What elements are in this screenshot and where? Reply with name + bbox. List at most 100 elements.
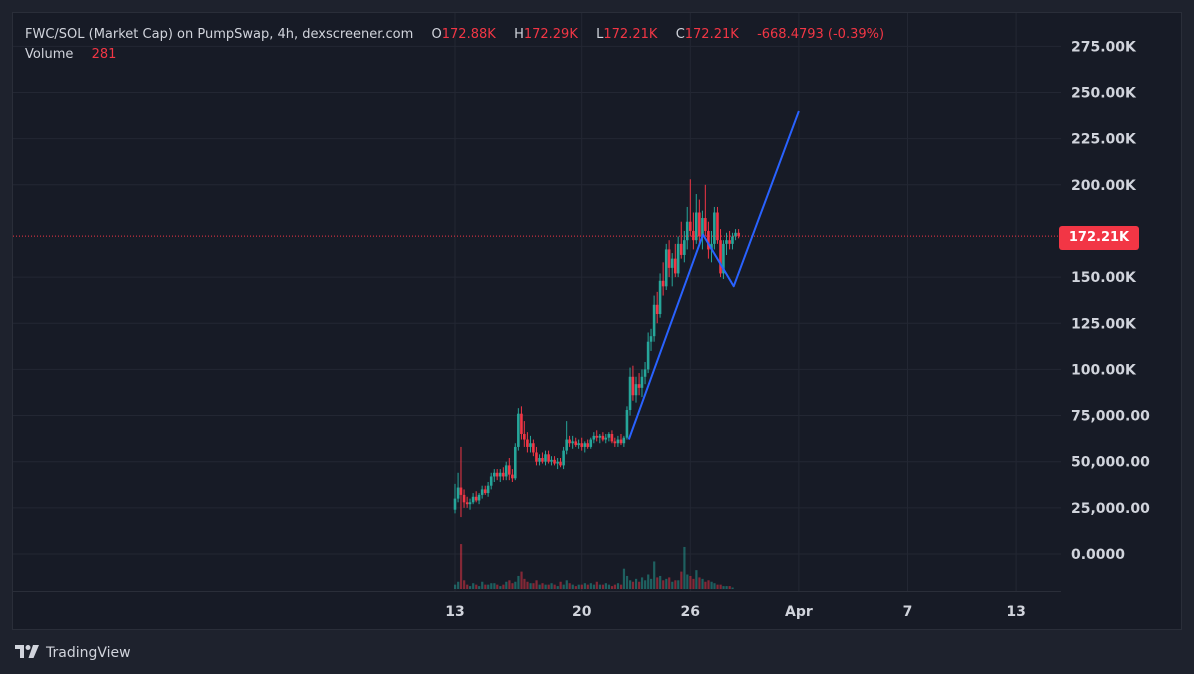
volume-bar	[692, 578, 695, 589]
candle-body	[498, 472, 502, 477]
candle-body	[685, 221, 689, 241]
time-axis-label: 26	[681, 604, 700, 620]
volume-bar	[644, 580, 647, 589]
candle-body	[652, 304, 656, 337]
volume-bar	[538, 584, 541, 589]
volume-bar	[487, 584, 490, 589]
candle-body	[683, 240, 686, 255]
candle-body	[559, 461, 562, 466]
volume-bar	[511, 583, 514, 589]
candle-body	[489, 476, 493, 486]
volume-bar	[475, 584, 478, 589]
volume-bar	[731, 587, 734, 589]
candle-body	[731, 236, 734, 244]
price-axis-label: 0.0000	[1071, 547, 1125, 563]
volume-bar	[478, 586, 481, 589]
volume-bar	[586, 584, 589, 589]
volume-bar	[725, 586, 728, 589]
volume-bar	[647, 574, 650, 589]
volume-bar	[640, 577, 644, 589]
candle-body	[468, 502, 472, 505]
candle-body	[679, 243, 683, 255]
volume-bar	[607, 584, 611, 589]
volume-bar	[469, 586, 472, 589]
chart-canvas[interactable]: 275.00K 250.00K 225.00K 200.00K 150.00K 125.0…	[13, 13, 1181, 629]
volume-bar	[695, 570, 698, 589]
price-axis-label: 275.00K	[1071, 39, 1137, 55]
candle-body	[616, 439, 620, 444]
candle-body	[529, 443, 532, 447]
candle-body	[483, 489, 487, 494]
candle-body	[571, 441, 574, 444]
candle-body	[465, 502, 469, 505]
volume-bar	[662, 580, 665, 589]
candle-body	[634, 384, 638, 396]
price-axis-label: 125.00K	[1071, 316, 1137, 332]
volume-bar	[493, 583, 496, 589]
candle-body	[694, 212, 698, 241]
volume-bar	[589, 583, 592, 589]
volume-bar	[665, 578, 668, 589]
legend-low-value: 172.21K	[603, 27, 658, 42]
chart-panel[interactable]: 275.00K 250.00K 225.00K 200.00K 150.00K 125.0…	[12, 12, 1182, 630]
candle-body	[502, 472, 505, 477]
candle-body	[547, 454, 550, 462]
candle-body	[704, 218, 707, 231]
candle-body	[719, 240, 722, 274]
candle-body	[707, 230, 710, 250]
volume-bar	[635, 578, 638, 589]
candle-body	[526, 439, 529, 447]
volume-bar	[574, 586, 577, 589]
candle-body	[556, 461, 559, 464]
candle-body	[710, 243, 713, 250]
candle-body	[508, 465, 511, 475]
tradingview-brand[interactable]: TradingView	[14, 642, 131, 664]
candle-body	[613, 441, 617, 444]
volume-bar	[701, 578, 704, 589]
volume-bar	[668, 577, 671, 589]
tradingview-logo-icon	[14, 643, 40, 663]
candle-body	[574, 441, 578, 446]
candle-body	[698, 212, 701, 237]
candle-body	[667, 249, 671, 268]
candle-body	[504, 465, 508, 477]
candle-body	[725, 240, 728, 244]
volume-bar	[490, 583, 493, 589]
candle-body	[589, 439, 593, 447]
candle-body	[565, 439, 568, 451]
candle-body	[480, 489, 484, 495]
candle-body	[734, 232, 737, 237]
candle-body	[553, 459, 556, 464]
volume-bar	[541, 583, 544, 589]
candle-body	[737, 232, 740, 237]
candle-body	[601, 435, 605, 440]
candle-body	[655, 304, 659, 315]
candle-body	[649, 336, 653, 342]
volume-bar	[610, 586, 614, 589]
volume-bar	[514, 581, 517, 589]
candle-body	[562, 450, 565, 466]
candle-body	[511, 474, 514, 479]
candle-body	[716, 212, 719, 241]
volume-bar	[713, 583, 716, 589]
volume-bar	[686, 574, 689, 589]
last-price-badge: 172.21K	[1059, 226, 1139, 250]
candle-body	[495, 472, 499, 477]
candle-body	[595, 435, 599, 438]
volume-bar	[659, 575, 662, 589]
candle-body	[474, 496, 478, 501]
volume-bar	[650, 578, 653, 589]
price-axis-label: 100.00K	[1071, 362, 1137, 378]
candle-body	[535, 452, 538, 462]
volume-bar	[631, 581, 635, 589]
candle-body	[520, 413, 523, 435]
volume-bar	[592, 584, 596, 589]
candle-body	[664, 249, 668, 287]
candle-body	[517, 413, 520, 447]
volume-bar	[547, 584, 550, 589]
candle-body	[610, 434, 614, 442]
candle-body	[577, 443, 580, 446]
candle-body	[619, 439, 623, 444]
volume-bar	[689, 575, 692, 589]
time-axis-label: Apr	[785, 604, 813, 620]
